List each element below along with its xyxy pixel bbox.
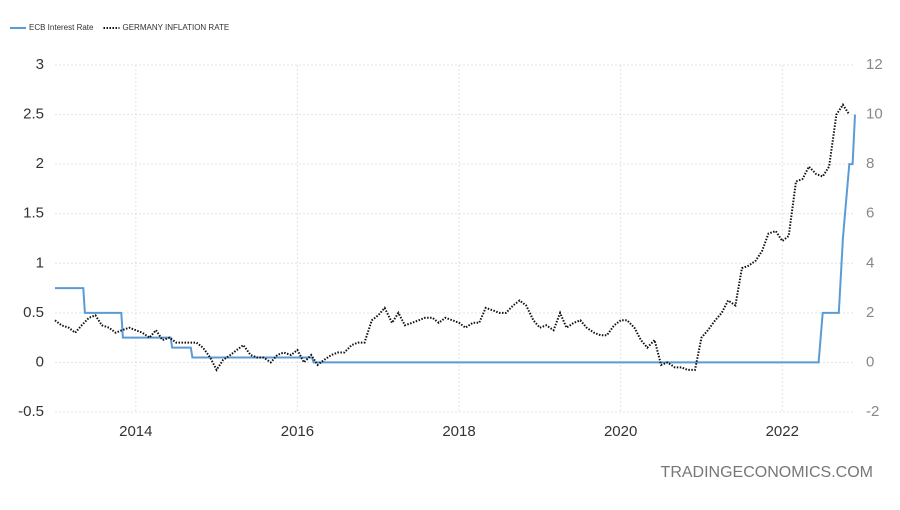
y2-tick-label: 4 — [866, 254, 874, 271]
x-tick-label: 2016 — [281, 423, 314, 440]
y2-tick-label: 12 — [866, 56, 883, 73]
y2-tick-label: 0 — [866, 353, 874, 370]
y2-tick-label: 6 — [866, 205, 874, 222]
x-tick-label: 2020 — [604, 423, 637, 440]
y-tick-label: 3 — [36, 56, 44, 73]
x-tick-label: 2022 — [766, 423, 799, 440]
x-tick-label: 2014 — [119, 423, 152, 440]
legend-label: ECB Interest Rate — [29, 23, 94, 32]
y2-tick-label: 10 — [866, 106, 883, 123]
series-line — [54, 102, 851, 372]
y2-tick-label: -2 — [866, 403, 879, 420]
y-tick-label: 0 — [36, 353, 44, 370]
y-tick-label: 2.5 — [23, 106, 44, 123]
watermark: TRADINGECONOMICS.COM — [661, 464, 873, 481]
y2-tick-label: 2 — [866, 304, 874, 321]
y-tick-label: 1 — [36, 254, 44, 271]
y-tick-label: 0.5 — [23, 304, 44, 321]
y-tick-label: 1.5 — [23, 205, 44, 222]
series-line — [55, 114, 856, 364]
y-tick-label: -0.5 — [18, 403, 44, 420]
x-tick-label: 2018 — [442, 423, 475, 440]
legend-label: GERMANY INFLATION RATE — [122, 23, 229, 32]
y2-tick-label: 8 — [866, 155, 874, 172]
y-tick-label: 2 — [36, 155, 44, 172]
